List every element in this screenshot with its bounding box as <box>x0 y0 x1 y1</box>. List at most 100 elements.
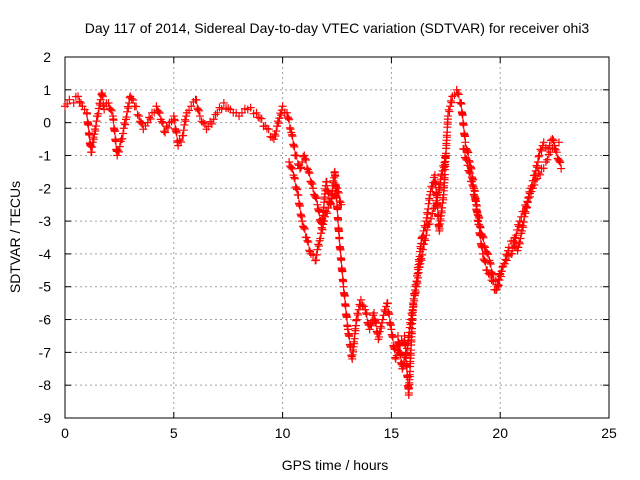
data-point <box>365 325 374 334</box>
data-point <box>119 129 128 138</box>
data-point <box>237 108 246 117</box>
data-point <box>426 187 435 196</box>
data-point <box>375 332 384 341</box>
data-point <box>335 197 344 206</box>
data-point <box>305 246 314 255</box>
data-point <box>528 184 537 193</box>
data-point <box>179 126 188 135</box>
data-point <box>207 119 216 128</box>
y-tick-label: -2 <box>39 180 52 196</box>
data-point <box>469 182 478 191</box>
data-point <box>388 333 397 342</box>
data-point <box>518 221 527 230</box>
data-point <box>419 226 428 235</box>
data-point <box>468 180 477 189</box>
data-point <box>121 120 130 129</box>
data-point <box>303 236 312 245</box>
data-point <box>513 225 522 234</box>
x-tick-label: 5 <box>170 425 178 441</box>
data-point <box>519 223 528 232</box>
data-point <box>317 229 326 238</box>
data-point <box>454 90 463 99</box>
data-point <box>255 114 264 123</box>
data-point <box>319 220 328 229</box>
data-point <box>436 180 445 189</box>
data-point <box>513 246 522 255</box>
data-point <box>420 234 429 243</box>
data-point <box>440 158 449 167</box>
data-point <box>302 233 311 242</box>
data-point <box>472 200 481 209</box>
y-tick-label: 1 <box>43 82 51 98</box>
data-point <box>274 119 283 128</box>
data-point <box>463 161 472 170</box>
data-point <box>530 180 539 189</box>
data-point <box>446 102 455 111</box>
data-point <box>377 324 386 333</box>
y-tick-label: 0 <box>43 115 51 131</box>
data-point <box>129 95 138 104</box>
data-point <box>534 152 543 161</box>
data-point <box>415 263 424 272</box>
y-tick-label: -7 <box>39 344 52 360</box>
data-point <box>333 205 342 214</box>
data-point <box>323 209 332 218</box>
data-point <box>354 310 363 319</box>
data-point <box>556 158 565 167</box>
data-point <box>537 146 546 155</box>
data-point <box>311 256 320 265</box>
y-tick-label: -5 <box>39 279 52 295</box>
data-point <box>422 225 431 234</box>
data-point <box>514 243 523 252</box>
data-point <box>345 332 354 341</box>
data-point <box>534 169 543 178</box>
data-point <box>337 200 346 209</box>
y-axis-label: SDTVAR / TECUs <box>7 181 23 293</box>
data-point <box>431 201 440 210</box>
data-point <box>114 147 123 156</box>
data-point <box>163 123 172 132</box>
data-point <box>287 163 296 172</box>
data-point <box>334 188 343 197</box>
data-point <box>195 112 204 121</box>
data-point <box>327 194 336 203</box>
data-point <box>483 266 492 275</box>
data-point <box>211 110 220 119</box>
data-point <box>152 102 161 111</box>
data-point <box>313 200 322 209</box>
data-point <box>161 128 170 137</box>
data-point <box>180 120 189 129</box>
data-point <box>341 302 350 311</box>
data-point <box>400 351 409 360</box>
data-point <box>313 245 322 254</box>
data-point <box>110 127 119 136</box>
data-point <box>296 164 305 173</box>
data-point <box>514 220 523 229</box>
data-point <box>517 226 526 235</box>
data-point <box>342 313 351 322</box>
y-tick-label: -4 <box>39 246 52 262</box>
data-point <box>461 154 470 163</box>
data-point <box>123 102 132 111</box>
data-point <box>118 134 127 143</box>
data-point <box>181 117 190 126</box>
data-point <box>192 95 201 104</box>
data-point <box>120 118 129 127</box>
data-point <box>94 109 103 118</box>
data-point <box>465 167 474 176</box>
data-point <box>305 169 314 178</box>
data-point <box>199 118 208 127</box>
data-point <box>335 234 344 243</box>
grid <box>65 57 609 418</box>
x-tick-label: 25 <box>601 425 617 441</box>
data-point <box>463 147 472 156</box>
data-point <box>467 177 476 186</box>
data-point <box>531 175 540 184</box>
data-point <box>133 110 142 119</box>
data-point <box>525 192 534 201</box>
data-point <box>480 242 489 251</box>
data-points <box>61 85 566 400</box>
data-point <box>376 322 385 331</box>
data-point <box>417 256 426 265</box>
